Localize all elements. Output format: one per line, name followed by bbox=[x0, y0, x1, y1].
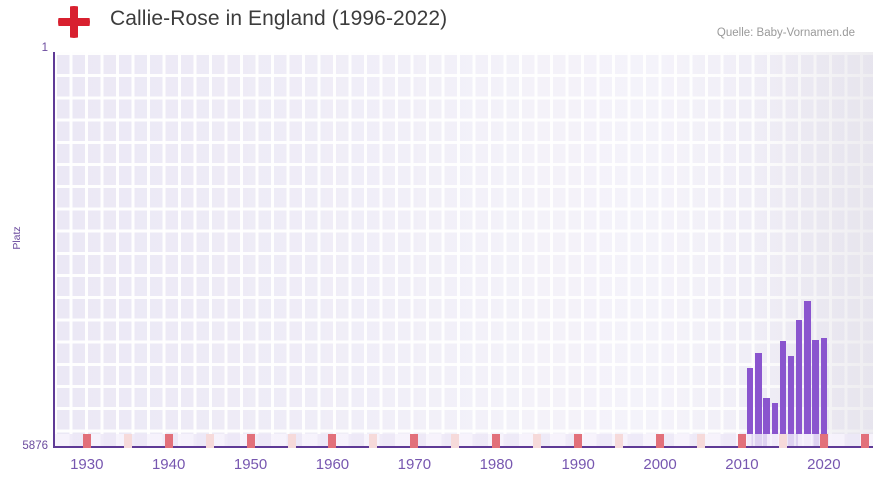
bar-2018[interactable] bbox=[804, 300, 811, 447]
y-axis-tick-bottom: 5876 bbox=[22, 440, 48, 452]
x-axis-minor-tick-mark-1935 bbox=[123, 434, 132, 448]
bar-2016[interactable] bbox=[787, 355, 795, 447]
bar-2019[interactable] bbox=[812, 340, 819, 447]
bar-2012[interactable] bbox=[755, 353, 762, 447]
flag-cross-vertical bbox=[70, 6, 78, 38]
x-axis-tick-mark-2010 bbox=[737, 434, 746, 448]
y-axis-title: Platz bbox=[11, 226, 23, 250]
x-axis-minor-tick-mark-1945 bbox=[205, 434, 214, 448]
x-axis-tick-mark-2025 bbox=[860, 434, 869, 448]
page-title: Callie-Rose in England (1996-2022) bbox=[110, 7, 448, 30]
plot-area bbox=[54, 52, 873, 447]
x-axis-tick-label-1990: 1990 bbox=[561, 456, 595, 473]
x-axis-tick-label-2000: 2000 bbox=[643, 456, 677, 473]
bar-2014[interactable] bbox=[771, 402, 778, 447]
x-axis-tick-mark-1970 bbox=[410, 434, 419, 448]
x-axis-tick-label-1950: 1950 bbox=[233, 456, 268, 473]
x-axis-tick-label-2010: 2010 bbox=[725, 456, 759, 473]
x-axis-tick-label-1960: 1960 bbox=[315, 456, 350, 473]
grid-lines bbox=[54, 52, 873, 447]
x-axis-tick-mark-1930 bbox=[82, 434, 91, 448]
england-flag-icon bbox=[58, 6, 90, 38]
bar-2015[interactable] bbox=[779, 341, 787, 447]
x-axis-tick-mark-1980 bbox=[492, 434, 501, 448]
x-axis-minor-tick-mark-1975 bbox=[451, 434, 460, 448]
bar-2013[interactable] bbox=[763, 398, 770, 447]
chart-header: Callie-Rose in England (1996-2022) Quell… bbox=[0, 0, 873, 44]
x-axis-tick-label-1930: 1930 bbox=[70, 456, 104, 473]
x-axis-minor-tick-mark-2015 bbox=[778, 434, 787, 448]
x-axis-tick-mark-1950 bbox=[246, 434, 255, 448]
bar-2020[interactable] bbox=[820, 338, 828, 447]
x-axis-tick-mark-2000 bbox=[656, 434, 665, 448]
x-axis-tick-label-1970: 1970 bbox=[397, 456, 432, 473]
grid-fade-overlay bbox=[54, 52, 873, 447]
y-axis-line bbox=[53, 52, 55, 448]
source-label: Quelle: Baby-Vornamen.de bbox=[716, 27, 855, 39]
x-axis-tick-mark-2020 bbox=[819, 434, 828, 448]
x-axis-minor-tick-mark-1985 bbox=[533, 434, 542, 448]
x-axis-minor-tick-mark-1955 bbox=[287, 434, 296, 448]
x-axis-minor-tick-mark-1995 bbox=[615, 434, 624, 448]
x-axis-tick-mark-1960 bbox=[328, 434, 337, 448]
bar-2017[interactable] bbox=[796, 320, 803, 447]
x-axis-tick-label-2020: 2020 bbox=[807, 456, 841, 473]
y-axis-tick-top: 1 bbox=[41, 42, 48, 54]
x-axis-tick-label-1980: 1980 bbox=[479, 456, 513, 473]
x-axis-tick-label-1940: 1940 bbox=[151, 456, 186, 473]
x-axis-line bbox=[54, 446, 873, 448]
x-axis-tick-mark-1990 bbox=[574, 434, 583, 448]
x-axis-minor-tick-mark-2005 bbox=[697, 434, 705, 448]
x-axis-tick-mark-1940 bbox=[164, 434, 173, 448]
axis-band bbox=[54, 434, 873, 447]
bar-series bbox=[54, 52, 873, 447]
bar-2011[interactable] bbox=[746, 367, 754, 447]
x-axis-minor-tick-mark-1965 bbox=[369, 434, 378, 448]
